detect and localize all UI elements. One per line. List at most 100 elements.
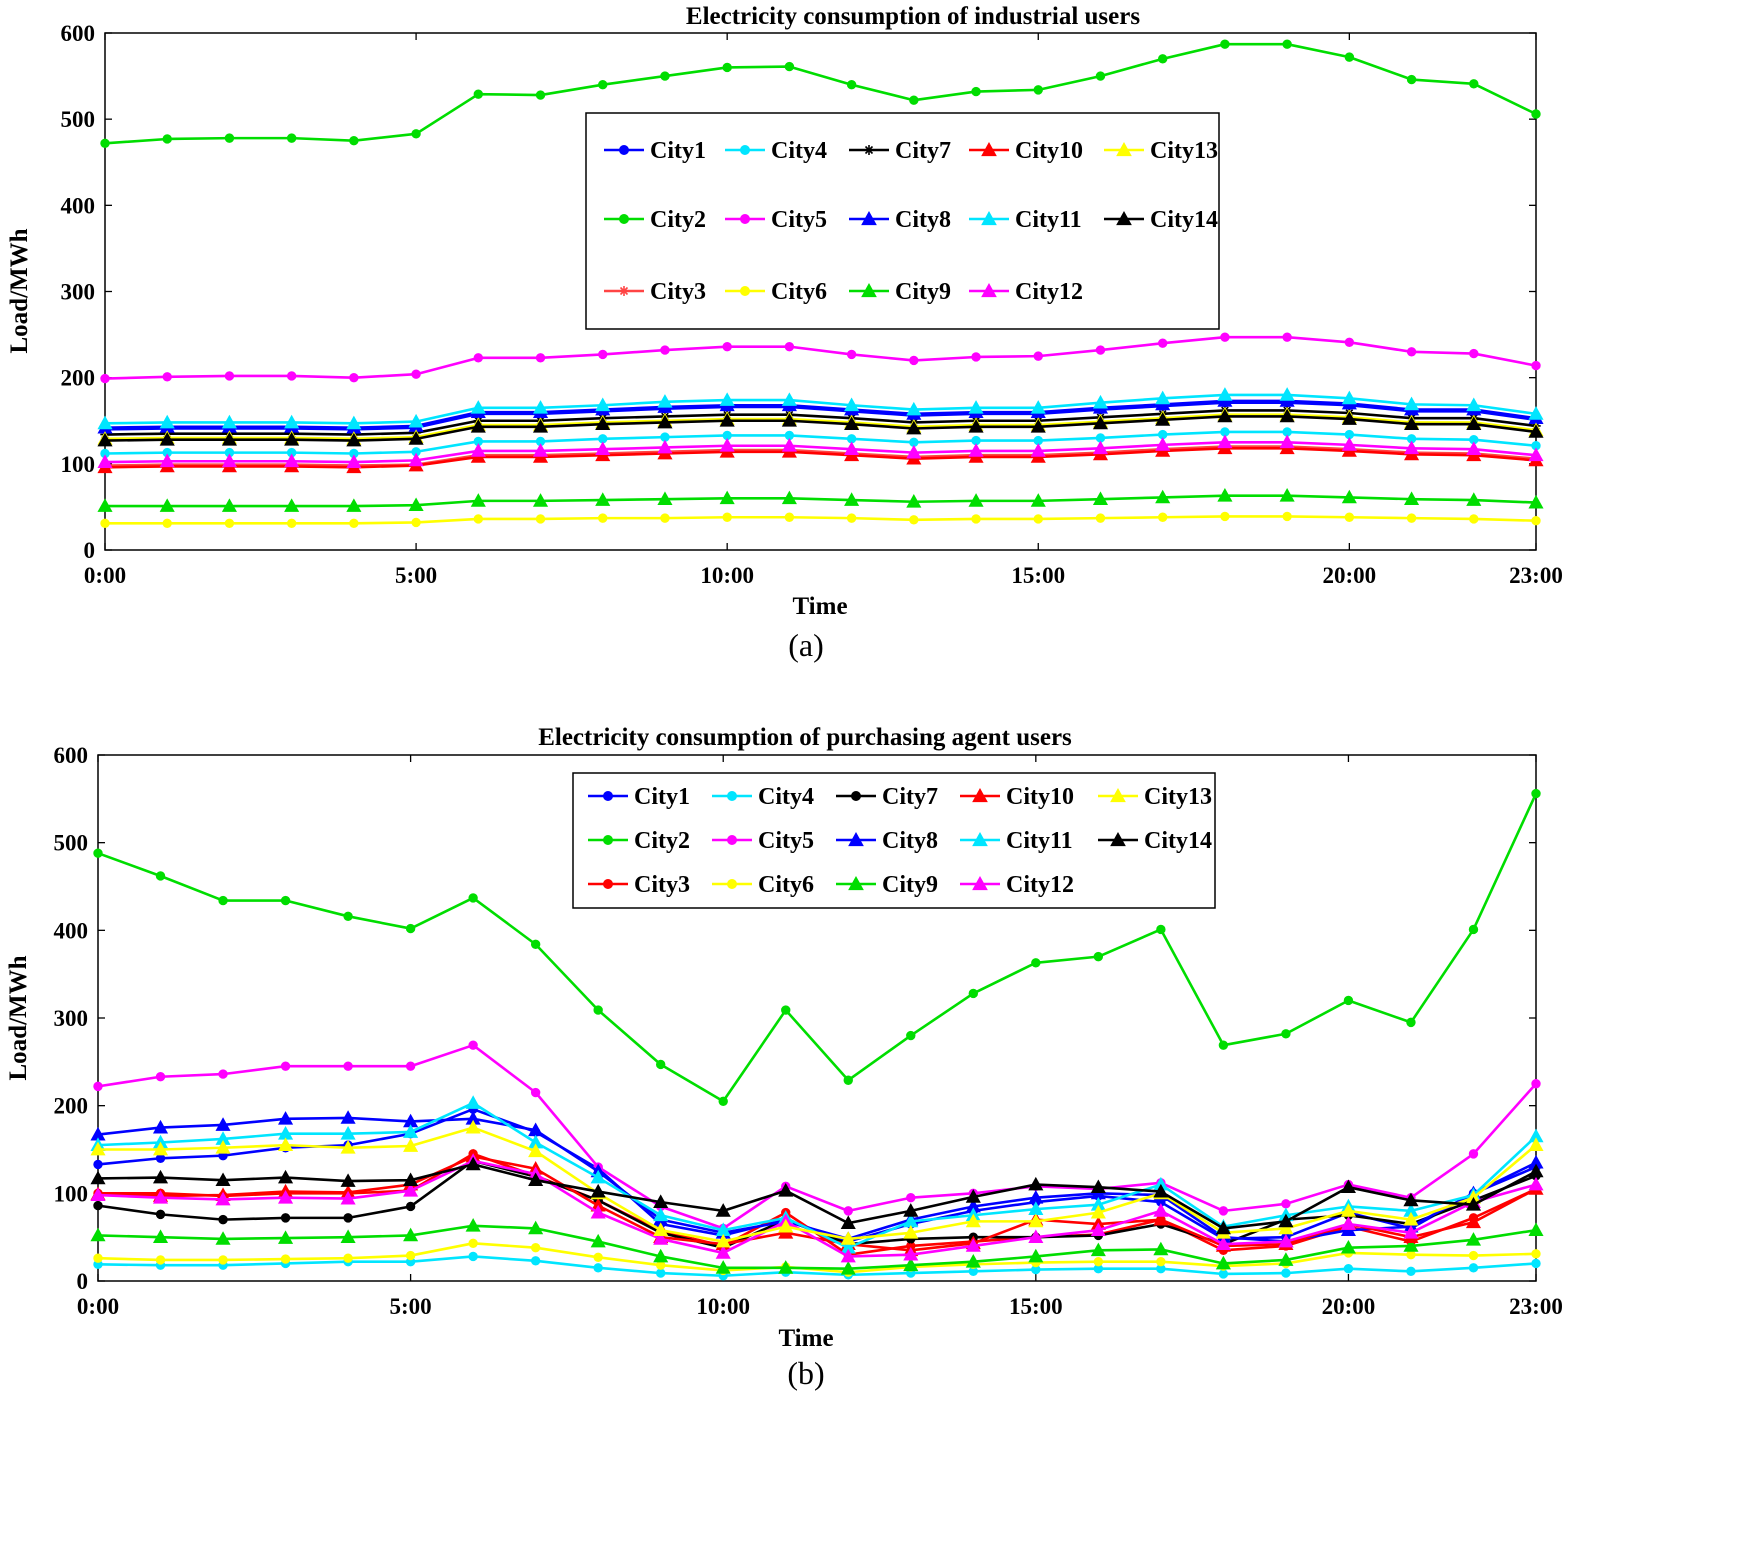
data-point — [1343, 1264, 1354, 1274]
legend-label: City11 — [1006, 828, 1073, 854]
data-point — [1406, 513, 1417, 523]
series-line-city4 — [97, 1255, 1537, 1278]
data-point — [598, 513, 608, 523]
data-point — [718, 1096, 728, 1106]
data-point — [1404, 491, 1420, 506]
legend-marker — [1116, 141, 1132, 157]
data-point — [660, 345, 670, 355]
chart-panel-a: Electricity consumption of industrial us… — [6, 3, 1563, 663]
data-point — [1217, 408, 1233, 423]
data-point — [465, 1156, 481, 1171]
data-point — [1155, 390, 1171, 405]
data-point — [1344, 512, 1355, 522]
data-point — [598, 349, 608, 360]
data-point — [653, 1248, 669, 1263]
data-point — [1282, 332, 1292, 342]
data-point — [715, 1233, 731, 1248]
data-point — [93, 1200, 103, 1211]
y-tick-label: 300 — [61, 280, 96, 305]
legend-item-city5: City5 — [725, 207, 827, 233]
data-point — [155, 1255, 166, 1265]
data-point — [465, 1218, 481, 1232]
data-point — [1030, 400, 1046, 414]
legend-marker — [727, 791, 737, 801]
y-tick-label: 0 — [84, 538, 96, 563]
legend-marker — [981, 141, 997, 157]
data-point — [1155, 437, 1171, 451]
data-point — [1278, 1220, 1294, 1235]
legend-item-city5: City5 — [712, 828, 814, 854]
data-point — [278, 1189, 294, 1204]
series-line-city9 — [105, 494, 1537, 508]
data-point — [1465, 1197, 1482, 1211]
data-point — [405, 923, 416, 934]
data-point — [840, 1215, 856, 1229]
legend-marker — [740, 286, 750, 296]
series-city2 — [100, 39, 1541, 148]
legend-label: City10 — [1015, 138, 1083, 164]
series-line-city9 — [97, 1224, 1537, 1271]
data-point — [595, 397, 611, 412]
data-point — [844, 441, 860, 456]
chart-title-a: Electricity consumption of industrial us… — [686, 3, 1140, 30]
data-point — [221, 453, 237, 468]
data-point — [1157, 512, 1168, 522]
legend-marker — [1116, 210, 1132, 226]
data-point — [906, 444, 922, 459]
legend-marker — [861, 282, 877, 298]
data-point — [93, 1159, 103, 1170]
data-point — [159, 498, 175, 512]
data-point — [1403, 1225, 1419, 1239]
data-point — [1340, 1179, 1356, 1194]
data-point — [1093, 1257, 1104, 1267]
data-point — [657, 439, 673, 454]
data-point — [965, 1189, 981, 1203]
data-point — [903, 1257, 919, 1272]
data-point — [535, 90, 546, 100]
data-point — [1090, 1204, 1106, 1219]
data-point — [340, 1229, 356, 1244]
series-city14 — [90, 1156, 1544, 1235]
data-point — [1153, 1241, 1169, 1256]
series-line-city2 — [104, 42, 1537, 145]
series-line-city14 — [104, 415, 1537, 442]
series-city9 — [90, 1218, 1544, 1275]
series-line-city5 — [97, 1043, 1537, 1230]
data-point — [722, 62, 732, 73]
legend-item-city6: City6 — [725, 279, 827, 305]
data-point — [968, 493, 984, 507]
data-point — [1531, 788, 1541, 799]
legend-marker — [619, 145, 629, 155]
data-point — [844, 397, 860, 412]
y-tick-label: 0 — [77, 1269, 89, 1294]
legend-marker — [972, 831, 988, 847]
data-point — [215, 1191, 231, 1206]
y-axis-a: 0 100 200 300 400 500 600 — [61, 21, 1536, 563]
series-line-city6 — [105, 515, 1537, 525]
data-point — [590, 1183, 606, 1198]
data-point — [1095, 71, 1106, 81]
data-point — [465, 1119, 481, 1134]
data-point — [846, 513, 857, 523]
data-point — [278, 1169, 294, 1184]
data-point — [1033, 514, 1043, 524]
data-point — [1033, 85, 1043, 95]
series-line-city12 — [104, 440, 1537, 464]
data-point — [215, 1172, 231, 1187]
data-point — [530, 939, 541, 950]
legend-a: City1 City4 City7 City10 City13 City2 City5 Cit… — [585, 112, 1220, 330]
data-point — [1282, 511, 1292, 522]
data-point — [1092, 491, 1109, 506]
data-point — [1281, 1029, 1291, 1039]
data-point — [1528, 406, 1544, 420]
data-point — [286, 371, 297, 381]
series-line-city7 — [104, 409, 1537, 436]
data-point — [653, 1207, 669, 1222]
data-point — [906, 1030, 916, 1041]
legend-label: City2 — [634, 828, 690, 854]
data-point — [155, 1209, 166, 1220]
data-point — [657, 394, 673, 408]
data-point — [90, 1187, 106, 1201]
data-point — [1340, 1216, 1356, 1230]
